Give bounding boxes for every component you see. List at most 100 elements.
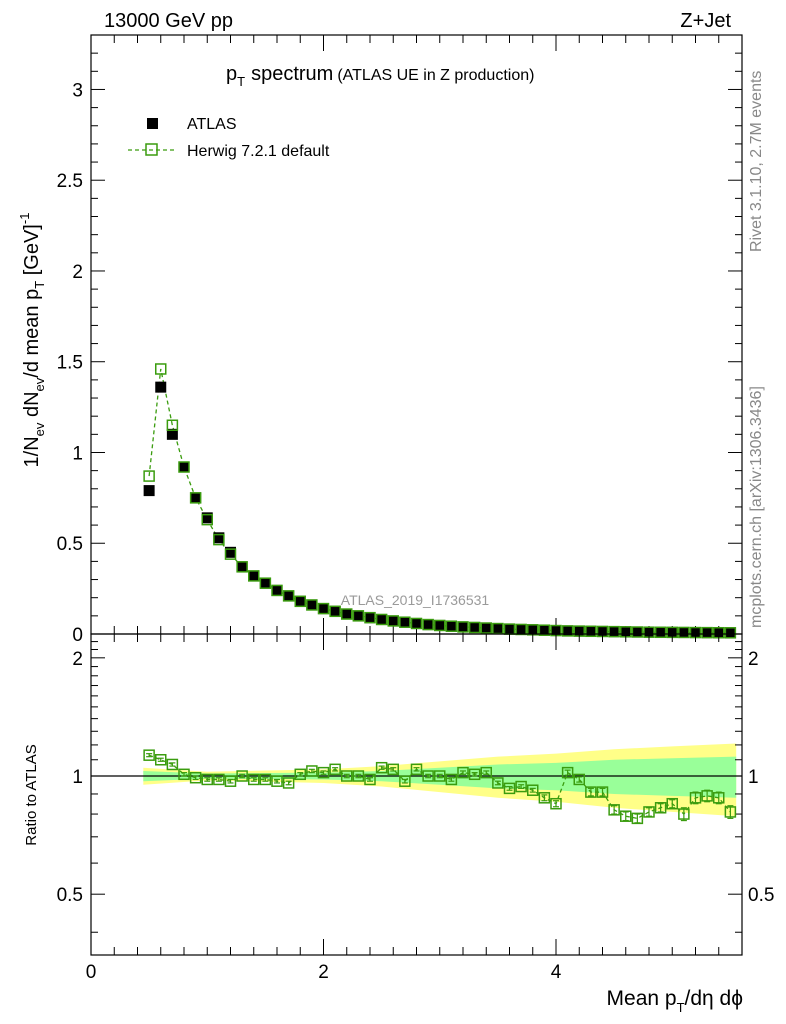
atlas-point xyxy=(469,621,481,633)
ratio-ytick-label: 2 xyxy=(72,649,83,670)
herwig-point xyxy=(364,611,376,624)
ratio-point xyxy=(503,782,516,795)
legend: ATLAS Herwig 7.2.1 default xyxy=(128,116,330,160)
ratio-point xyxy=(643,806,655,818)
ratio-axes: 0.5 0.5 1 1 2 2 0 2 4 xyxy=(57,633,774,983)
herwig-point xyxy=(155,363,167,375)
atlas-point xyxy=(341,608,353,620)
atlas-point xyxy=(411,617,422,629)
ratio-point xyxy=(666,797,678,810)
ratio-point xyxy=(596,786,609,798)
herwig-point xyxy=(317,602,330,615)
ratio-point xyxy=(422,770,434,782)
ratio-point xyxy=(480,766,492,779)
atlas-point xyxy=(631,626,643,638)
ratio-point xyxy=(236,770,248,782)
herwig-point xyxy=(678,626,690,639)
herwig-point xyxy=(201,513,213,526)
atlas-point xyxy=(283,590,295,602)
herwig-point xyxy=(236,561,248,573)
herwig-point xyxy=(375,613,388,626)
herwig-point xyxy=(445,620,458,632)
ratio-point xyxy=(550,797,562,810)
atlas-point xyxy=(271,584,283,596)
header-left: 13000 GeV pp xyxy=(104,10,233,32)
ratio-point xyxy=(271,775,283,787)
ratio-point xyxy=(585,786,597,798)
ratio-point xyxy=(527,784,539,796)
atlas-point xyxy=(562,625,574,637)
herwig-point xyxy=(538,624,551,636)
atlas-point xyxy=(434,619,446,631)
herwig-point xyxy=(410,617,423,630)
herwig-point xyxy=(585,625,597,638)
ratio-ytick-label-right: 2 xyxy=(748,649,759,670)
ratio-point xyxy=(678,808,690,820)
atlas-point xyxy=(178,461,190,473)
ratio-point xyxy=(538,792,551,804)
atlas-point xyxy=(457,621,469,633)
ratio-line xyxy=(148,754,731,820)
atlas-point xyxy=(236,561,248,573)
atlas-point xyxy=(352,610,364,622)
analysis-label: ATLAS_2019_I1736531 xyxy=(341,592,490,608)
ratio-point xyxy=(445,773,458,786)
ratio-point xyxy=(654,802,667,814)
ratio-point xyxy=(399,775,411,787)
ratio-point xyxy=(352,770,365,782)
atlas-point xyxy=(573,625,585,637)
ratio-point xyxy=(608,804,620,816)
herwig-point xyxy=(352,610,365,622)
main-ytick-label: 3 xyxy=(72,80,83,101)
ratio-point xyxy=(329,763,341,776)
herwig-point xyxy=(213,533,225,546)
title-sub: T xyxy=(237,74,245,89)
atlas-point xyxy=(666,626,678,638)
ratio-point xyxy=(364,773,376,786)
ratio-ytick-label-right: 0.5 xyxy=(748,885,774,906)
atlas-point xyxy=(318,603,329,615)
herwig-point xyxy=(561,625,574,637)
atlas-point xyxy=(608,626,620,638)
ratio-point xyxy=(515,780,527,793)
atlas-point xyxy=(422,619,434,631)
herwig-point xyxy=(608,625,620,638)
ratio-point xyxy=(259,773,272,786)
herwig-point xyxy=(701,626,713,639)
ratio-point xyxy=(306,765,318,777)
atlas-point xyxy=(527,624,539,636)
atlas-point xyxy=(655,626,667,638)
atlas-point xyxy=(364,612,376,624)
herwig-point xyxy=(248,570,260,582)
atlas-point xyxy=(585,625,597,637)
ratio-ytick-label: 1 xyxy=(72,767,83,788)
title-p: p xyxy=(226,63,237,85)
ratio-point xyxy=(457,766,469,779)
herwig-point xyxy=(457,621,469,633)
atlas-point xyxy=(329,605,341,617)
herwig-point xyxy=(282,590,295,602)
ratio-point xyxy=(317,766,330,779)
atlas-point xyxy=(213,532,225,544)
ratio-point xyxy=(375,761,388,774)
atlas-point xyxy=(225,546,236,558)
ratio-point xyxy=(155,754,167,766)
ratio-point xyxy=(294,768,306,781)
atlas-point xyxy=(678,626,690,638)
ratio-ylabel: Ratio to ATLAS xyxy=(23,744,40,845)
ratio-point xyxy=(178,768,190,781)
ratio-point xyxy=(713,792,725,804)
plot-title: pT spectrum (ATLAS UE in Z production) xyxy=(226,63,534,89)
herwig-point xyxy=(178,461,190,473)
herwig-point xyxy=(341,608,353,620)
ratio-point xyxy=(410,763,423,776)
atlas-point xyxy=(201,512,213,524)
ratio-point xyxy=(631,812,644,825)
atlas-point xyxy=(294,595,306,607)
atlas-point xyxy=(724,627,736,639)
atlas-point xyxy=(143,485,155,497)
atlas-point xyxy=(306,599,318,611)
atlas-point xyxy=(259,577,271,589)
legend-mc-label: Herwig 7.2.1 default xyxy=(187,143,330,160)
